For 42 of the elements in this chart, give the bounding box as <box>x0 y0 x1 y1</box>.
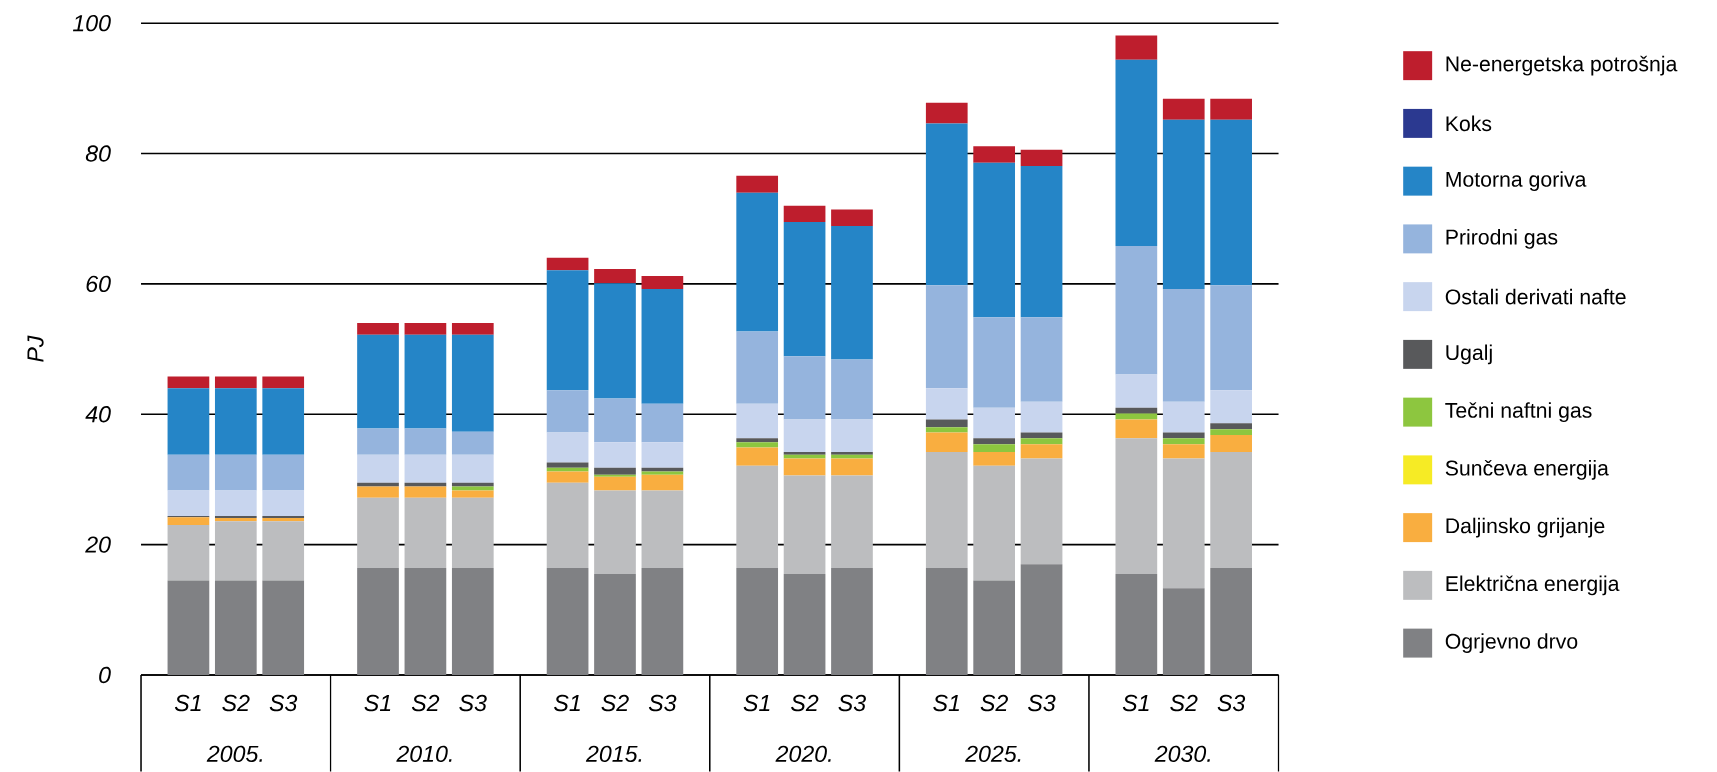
legend-label: Tečni naftni gas <box>1445 402 1592 423</box>
x-tick-label: S2 <box>980 695 1008 712</box>
x-tick-label: S1 <box>1122 695 1149 712</box>
legend-label: Ugalj <box>1446 344 1492 365</box>
y-axis-title: PJ <box>27 335 44 363</box>
x-tick-label: S3 <box>648 695 677 712</box>
x-tick-label: S3 <box>459 695 487 712</box>
legend-label: Ogrjevno drvo <box>1445 633 1578 654</box>
legend-label: Ne-energetska potrošnja <box>1446 55 1678 76</box>
x-tick-label: S1 <box>743 695 770 712</box>
x-tick-label: S2 <box>1170 695 1198 712</box>
legend-label: Motorna goriva <box>1446 171 1587 192</box>
x-tick-label: S1 <box>933 695 959 712</box>
x-tick-label: S2 <box>222 695 250 712</box>
y-tick-label: 100 <box>72 15 111 32</box>
x-tick-label: S2 <box>791 695 819 712</box>
x-tick-label: S1 <box>554 695 580 712</box>
legend-label: Ostali derivati nafte <box>1445 289 1626 305</box>
legend-label: Daljinsko grijanje <box>1446 517 1605 538</box>
x-tick-label: S1 <box>364 695 391 712</box>
x-tick-label: S3 <box>269 695 298 712</box>
text: 2020. <box>775 745 831 763</box>
text: 2030. <box>1154 745 1210 763</box>
text: 2005. <box>206 745 262 763</box>
x-tick-label: S3 <box>838 695 866 712</box>
y-tick-label: 0 <box>99 667 111 684</box>
x-tick-label: S1 <box>174 695 201 712</box>
x-tick-label: S2 <box>601 695 629 712</box>
legend-label: Sunčeva energija <box>1445 460 1609 481</box>
y-tick-label: 20 <box>85 536 111 554</box>
text: 2010. <box>396 745 452 763</box>
text: 2025. <box>965 745 1021 763</box>
y-tick-label: 80 <box>85 145 111 162</box>
text: 2015. <box>585 745 642 763</box>
y-tick-label: 60 <box>86 275 111 293</box>
legend-label: Prirodni gas <box>1446 229 1558 250</box>
x-tick-label: S3 <box>1217 695 1246 712</box>
x-tick-label: S2 <box>411 695 440 712</box>
legend-label: Koks <box>1446 115 1492 132</box>
legend-label: Električna energija <box>1446 575 1620 596</box>
x-tick-label: S3 <box>1028 695 1056 712</box>
y-tick-label: 40 <box>85 406 111 423</box>
